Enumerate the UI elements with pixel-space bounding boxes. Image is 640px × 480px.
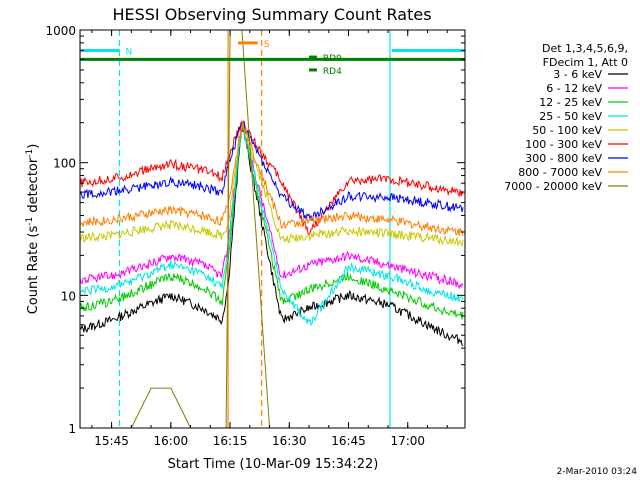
flag-label: RD9 xyxy=(323,54,342,64)
flag-label: S xyxy=(264,40,270,50)
y-tick-label: 1 xyxy=(68,422,76,436)
series-line xyxy=(80,120,464,347)
flag-label: RD4 xyxy=(323,67,342,77)
series-line xyxy=(80,30,463,428)
series-line xyxy=(80,125,464,320)
legend-header-line1: Det 1,3,4,5,6,9, xyxy=(542,42,628,55)
legend-entry-label: 3 - 6 keV xyxy=(553,68,602,81)
legend-entry-label: 300 - 800 keV xyxy=(525,152,602,165)
x-tick-label: 16:45 xyxy=(331,434,366,448)
x-axis-label: Start Time (10-Mar-09 15:34:22) xyxy=(168,457,379,472)
legend-entry-label: 12 - 25 keV xyxy=(539,96,602,109)
y-tick-label: 100 xyxy=(53,157,76,171)
legend-entry-label: 50 - 100 keV xyxy=(532,124,602,137)
x-tick-label: 16:30 xyxy=(272,434,307,448)
legend-entry-label: 100 - 300 keV xyxy=(525,138,602,151)
y-tick-label: 1000 xyxy=(45,24,76,38)
series-line xyxy=(80,119,464,236)
legend-header-line2: FDecim 1, Att 0 xyxy=(543,56,628,69)
y-axis-label: Count Rate (s-1 detector-1) xyxy=(25,144,41,315)
series-line xyxy=(80,121,464,222)
chart-title: HESSI Observing Summary Count Rates xyxy=(112,5,431,24)
series-line xyxy=(80,126,464,327)
plot-area xyxy=(79,29,466,429)
flag-label: N xyxy=(125,48,132,58)
series-line xyxy=(80,122,464,290)
series-line xyxy=(80,121,464,236)
x-tick-label: 17:00 xyxy=(390,434,425,448)
legend: Det 1,3,4,5,6,9, FDecim 1, Att 0 3 - 6 k… xyxy=(504,42,628,193)
series-line xyxy=(80,120,464,248)
x-tick-label: 15:45 xyxy=(94,434,129,448)
x-tick-label: 16:00 xyxy=(154,434,189,448)
legend-entry-label: 25 - 50 keV xyxy=(539,110,602,123)
footer-timestamp: 2-Mar-2010 03:24 xyxy=(557,467,638,477)
x-tick-label: 16:15 xyxy=(213,434,248,448)
legend-entry-label: 800 - 7000 keV xyxy=(518,166,602,179)
legend-entry-label: 7000 - 20000 keV xyxy=(504,180,602,193)
y-tick-label: 10 xyxy=(61,289,76,303)
legend-entry-label: 6 - 12 keV xyxy=(546,82,602,95)
